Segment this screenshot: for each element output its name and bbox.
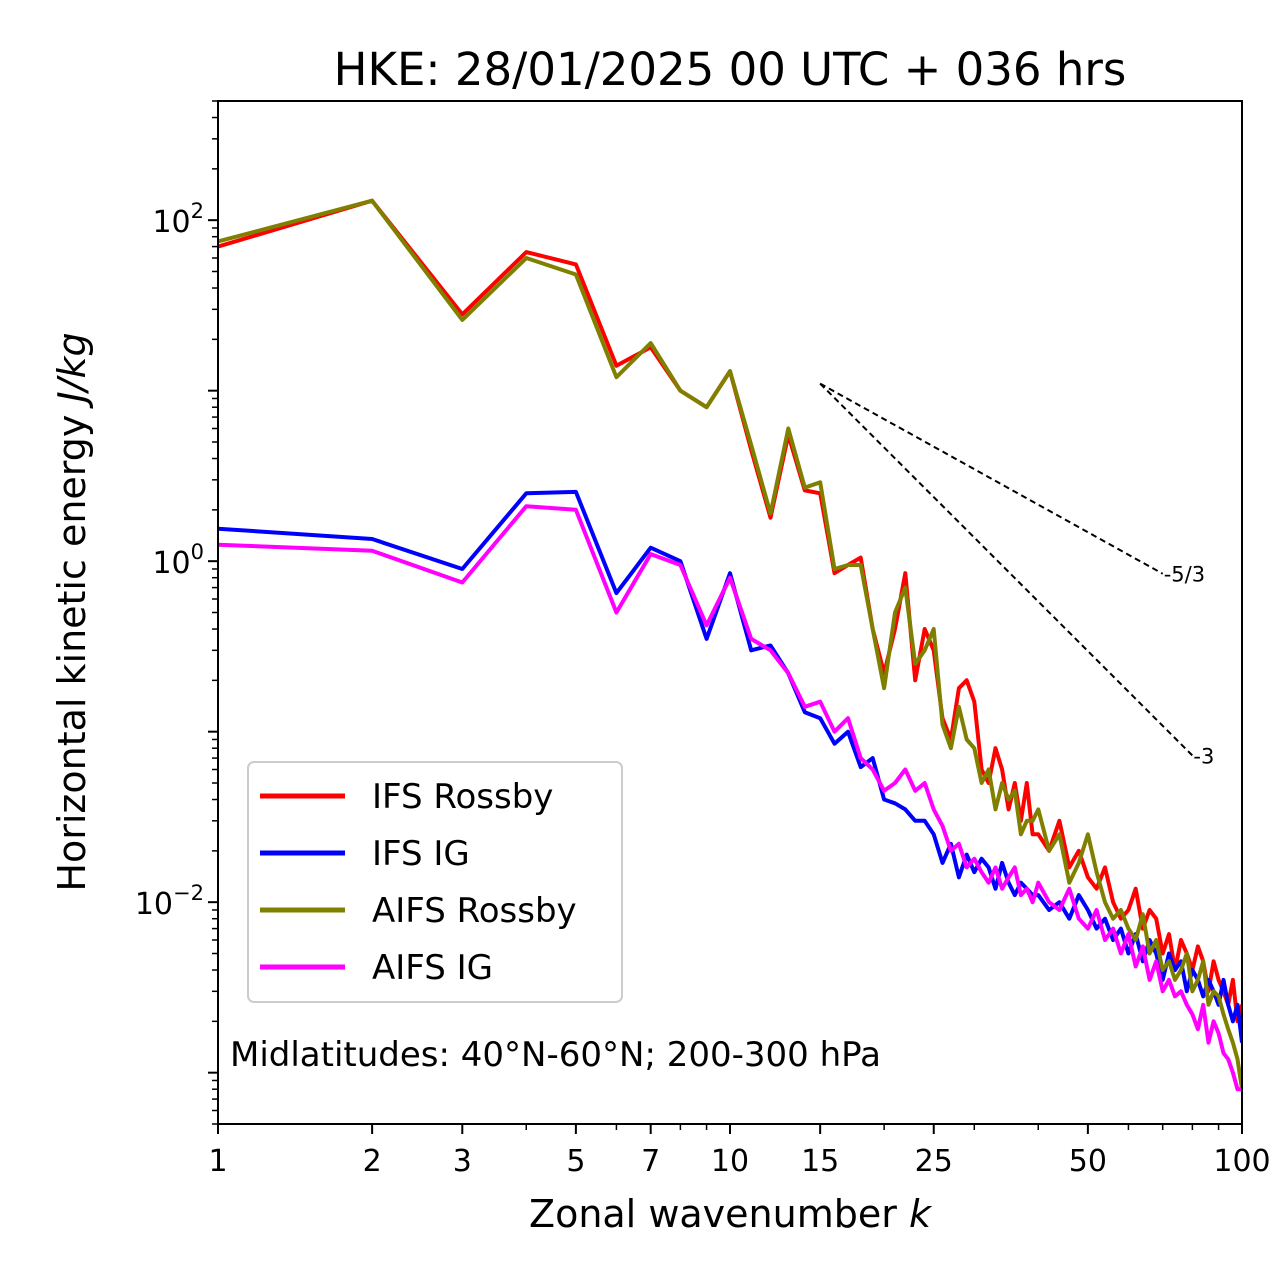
y-axis-label-text: Horizontal kinetic energy [50, 415, 94, 892]
x-tick-label: 50 [1069, 1144, 1107, 1179]
legend-label-aifs-rossby: AIFS Rossby [372, 891, 577, 931]
legend-label-ifs-rossby: IFS Rossby [372, 777, 553, 817]
x-tick-label: 2 [363, 1144, 382, 1179]
y-tick-label: 100 [152, 540, 204, 581]
x-axis-ticks: 1 2 3 5 7 10 15 25 50 100 [208, 1124, 1271, 1179]
x-tick-label: 15 [801, 1144, 839, 1179]
reference-line-label-2: -3 [1193, 744, 1214, 768]
reference-line-label-1: -5/3 [1164, 563, 1205, 587]
x-tick-label: 10 [711, 1144, 749, 1179]
series-lines [218, 198, 1242, 1092]
legend-frame [247, 761, 623, 1003]
x-axis-label: Zonal wavenumber k [529, 1192, 933, 1236]
reference-lines: -5/3 -3 [819, 382, 1214, 768]
y-axis-ticks: 10−2 100 102 [135, 100, 218, 1125]
x-tick-label: 25 [915, 1144, 953, 1179]
series-line-aifs-ig [218, 504, 1242, 1092]
x-tick-label: 7 [641, 1144, 660, 1179]
reference-line-1 [819, 382, 1164, 575]
chart-title: HKE: 28/01/2025 00 UTC + 036 hrs [334, 43, 1127, 96]
reference-line-2 [819, 382, 1194, 757]
region-annotation: Midlatitudes: 40°N-60°N; 200-300 hPa [230, 1035, 881, 1075]
x-tick-label: 100 [1213, 1144, 1270, 1179]
legend-label-aifs-ig: AIFS IG [372, 948, 493, 988]
y-axis-label: Horizontal kinetic energy J/kg [50, 332, 94, 891]
series-line-aifs-rossby [218, 198, 1242, 1090]
x-axis-label-variable: k [909, 1192, 933, 1236]
x-axis-label-text: Zonal wavenumber [529, 1192, 897, 1236]
y-tick-label: 10−2 [135, 881, 204, 922]
x-tick-label: 3 [453, 1144, 472, 1179]
y-tick-label: 102 [152, 199, 204, 240]
legend: IFS Rossby IFS IG AIFS Rossby AIFS IG [247, 761, 623, 1003]
x-tick-label: 1 [208, 1144, 227, 1179]
y-axis-label-unit: J/kg [50, 332, 94, 409]
x-tick-label: 5 [566, 1144, 585, 1179]
legend-label-ifs-ig: IFS IG [372, 834, 470, 874]
